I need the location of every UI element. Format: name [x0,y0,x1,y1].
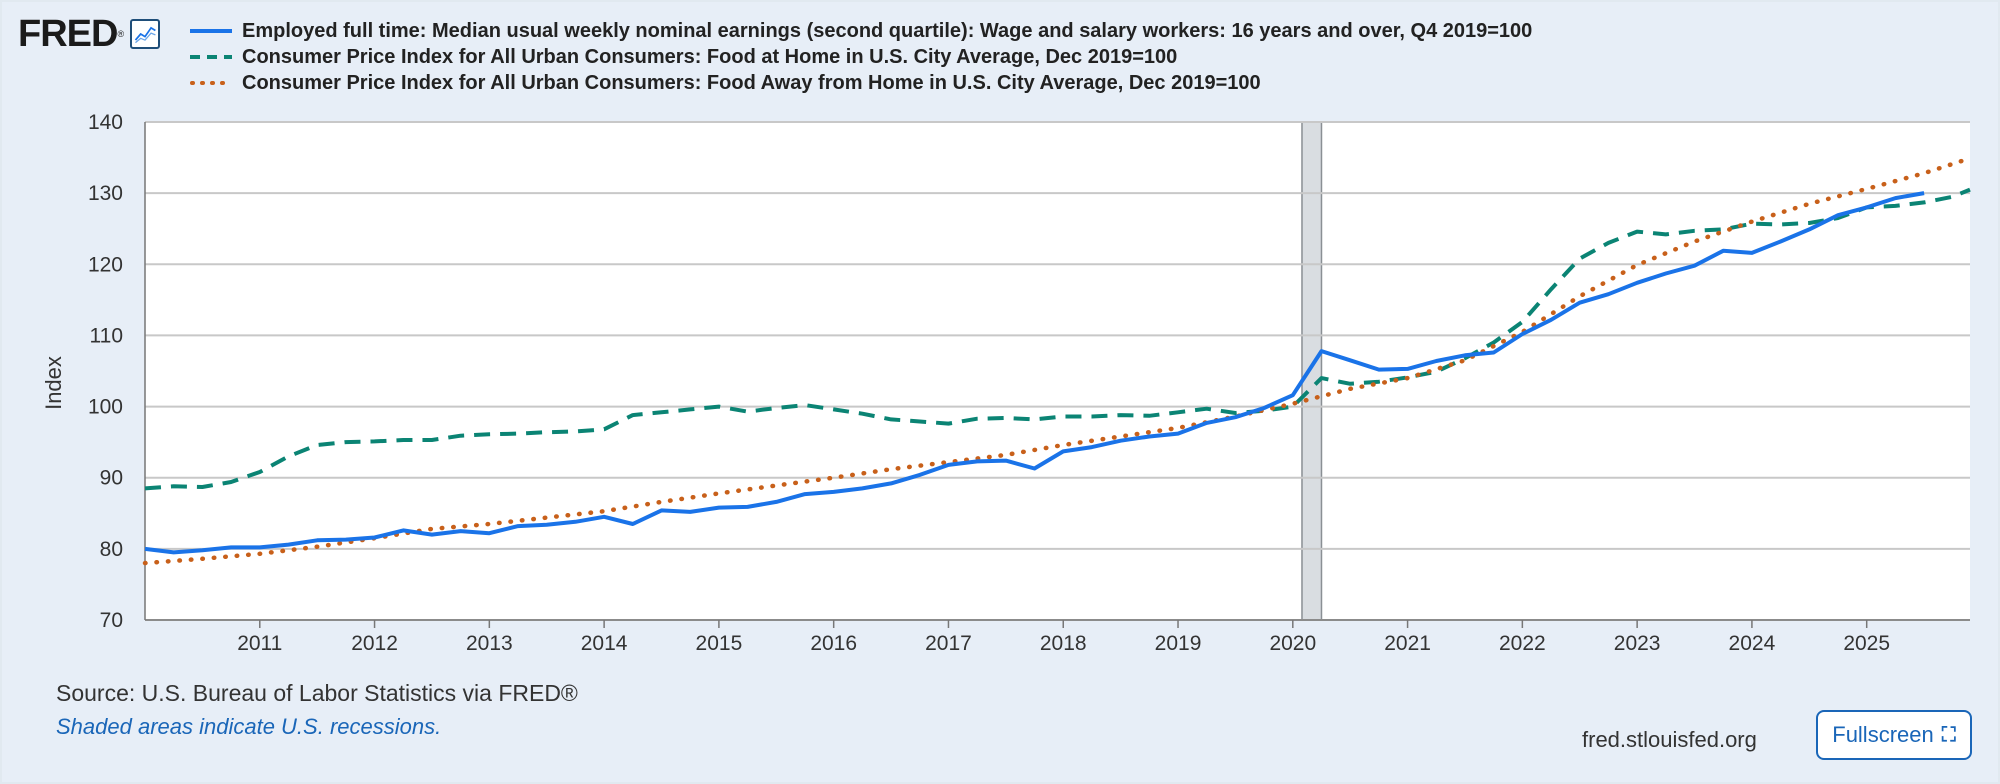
y-tick-label: 100 [88,396,123,419]
x-tick-label: 2015 [696,632,743,655]
y-tick-label: 110 [90,324,123,347]
y-tick-label: 130 [88,182,123,205]
fred-logo[interactable]: FRED ® [18,12,161,55]
x-tick-label: 2018 [1040,632,1087,655]
x-tick-label: 2014 [581,632,628,655]
y-tick-label: 140 [88,111,123,134]
legend-item-earnings: Employed full time: Median usual weekly … [188,18,1532,44]
legend-label-food-away: Consumer Price Index for All Urban Consu… [242,71,1261,94]
x-tick-label: 2022 [1499,632,1546,655]
x-tick-label: 2016 [810,632,857,655]
legend-swatch-solid [190,29,232,33]
y-tick-label: 80 [100,538,123,561]
site-url: fred.stlouisfed.org [1582,727,1757,752]
x-tick-label: 2025 [1843,632,1890,655]
fullscreen-label: Fullscreen [1832,722,1934,747]
series-line-food-at-home [144,187,1971,491]
fullscreen-button[interactable]: Fullscreen ⛶ [1816,710,1972,760]
fred-logo-text: FRED [18,12,118,55]
legend-item-food-away: Consumer Price Index for All Urban Consu… [188,70,1532,96]
series-line-earnings [144,191,1925,555]
x-tick-label: 2011 [237,632,282,655]
y-tick-label: 70 [100,609,123,632]
x-tick-label: 2024 [1729,632,1776,655]
legend-label-food-at-home: Consumer Price Index for All Urban Consu… [242,45,1178,68]
legend-item-food-at-home: Consumer Price Index for All Urban Consu… [188,44,1532,70]
plot-area [145,122,1970,620]
series-line-food-away [142,156,1973,566]
source-text: Source: U.S. Bureau of Labor Statistics … [56,680,578,706]
y-tick-label: 90 [100,467,123,490]
chart-legend: Employed full time: Median usual weekly … [188,18,1532,96]
legend-label-earnings: Employed full time: Median usual weekly … [242,19,1533,42]
x-tick-label: 2013 [466,632,513,655]
x-tick-label: 2019 [1155,632,1202,655]
fullscreen-icon: ⛶ [1941,723,1956,746]
recession-band [1301,121,1323,621]
x-tick-label: 2023 [1614,632,1661,655]
legend-swatch-dashed [190,55,232,59]
x-tick-label: 2020 [1269,632,1316,655]
x-tick-label: 2012 [351,632,398,655]
recession-note: Shaded areas indicate U.S. recessions. [56,714,442,739]
x-tick-label: 2017 [925,632,972,655]
y-tick-label: 120 [88,253,123,276]
chart-graph-icon [130,19,161,49]
legend-swatch-dotted [190,81,234,85]
x-tick-label: 2021 [1384,632,1431,655]
fred-logo-registered: ® [117,29,125,39]
